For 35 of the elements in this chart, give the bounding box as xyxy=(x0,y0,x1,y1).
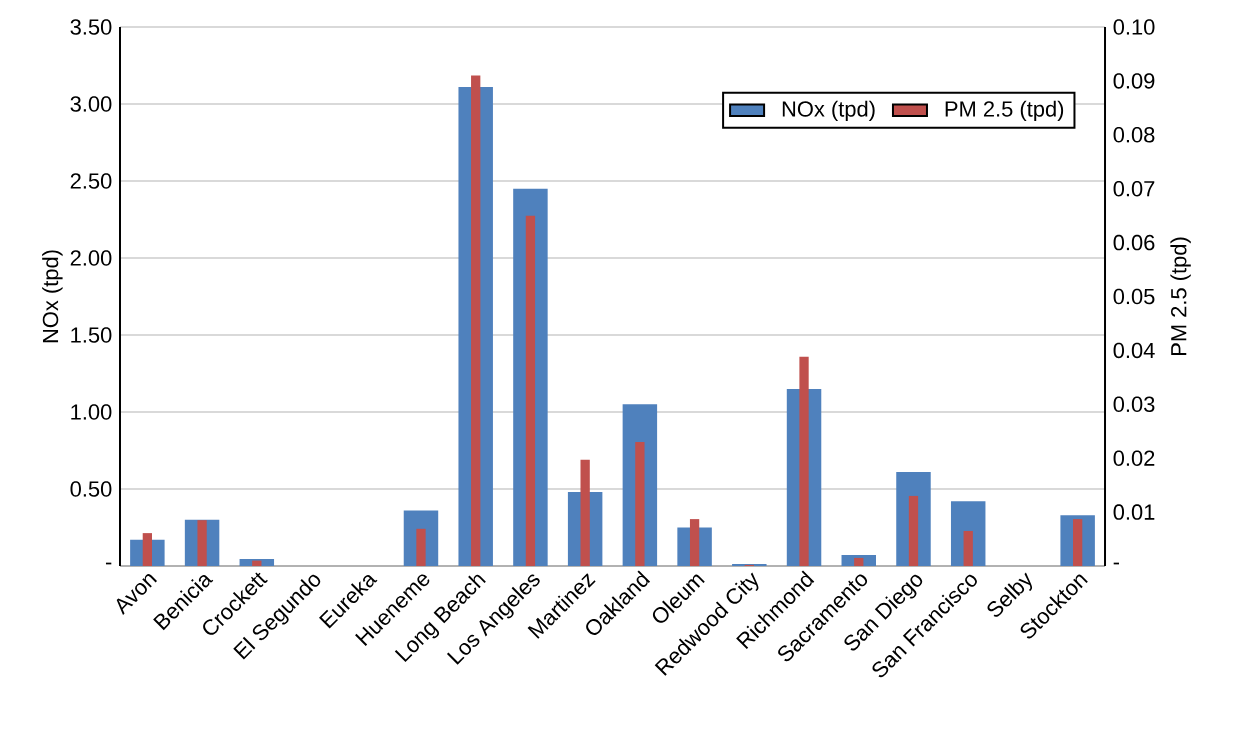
bar xyxy=(471,75,481,566)
bar xyxy=(635,442,645,566)
legend-label: PM 2.5 (tpd) xyxy=(945,100,1064,122)
y2-tick-label: 0.05 xyxy=(1113,288,1155,305)
y2-axis-title: PM 2.5 (tpd) xyxy=(1170,237,1191,355)
y-tick-label: 3.50 xyxy=(70,19,112,35)
y2-tick-label: 0.04 xyxy=(1113,342,1155,359)
y2-tick-label: 0.06 xyxy=(1113,234,1155,251)
legend-label: NOx (tpd) xyxy=(782,100,875,122)
y2-tick-label: 0.07 xyxy=(1113,180,1155,197)
bar xyxy=(963,530,973,566)
y2-tick-label: 0.10 xyxy=(1113,19,1155,35)
y2-tick-label: 0.02 xyxy=(1113,450,1155,466)
y2-tick-label: 0.03 xyxy=(1113,396,1155,413)
y-tick-label: 1.00 xyxy=(71,404,112,420)
y2-tick-label: 0.09 xyxy=(1113,73,1155,89)
bar xyxy=(1073,519,1083,566)
y-tick-label: 3.00 xyxy=(70,96,112,112)
bar xyxy=(908,495,919,566)
y2-tick-label: - xyxy=(1113,562,1120,565)
y-tick-label: 2.50 xyxy=(70,173,112,189)
bar xyxy=(732,563,767,566)
bar xyxy=(854,557,864,566)
bar xyxy=(252,560,262,566)
bar xyxy=(580,459,590,566)
y-tick-label: 2.00 xyxy=(70,250,112,266)
y-axis-title: NOx (tpd) xyxy=(42,250,63,343)
y2-tick-label: 0.01 xyxy=(1113,504,1155,520)
bar xyxy=(197,520,207,566)
y-tick-label: - xyxy=(105,562,112,565)
y-tick-label: 0.50 xyxy=(70,481,112,497)
bar xyxy=(799,356,809,566)
y2-tick-label: 0.08 xyxy=(1113,127,1155,143)
bar xyxy=(416,528,426,566)
y-tick-label: 1.50 xyxy=(71,327,112,343)
